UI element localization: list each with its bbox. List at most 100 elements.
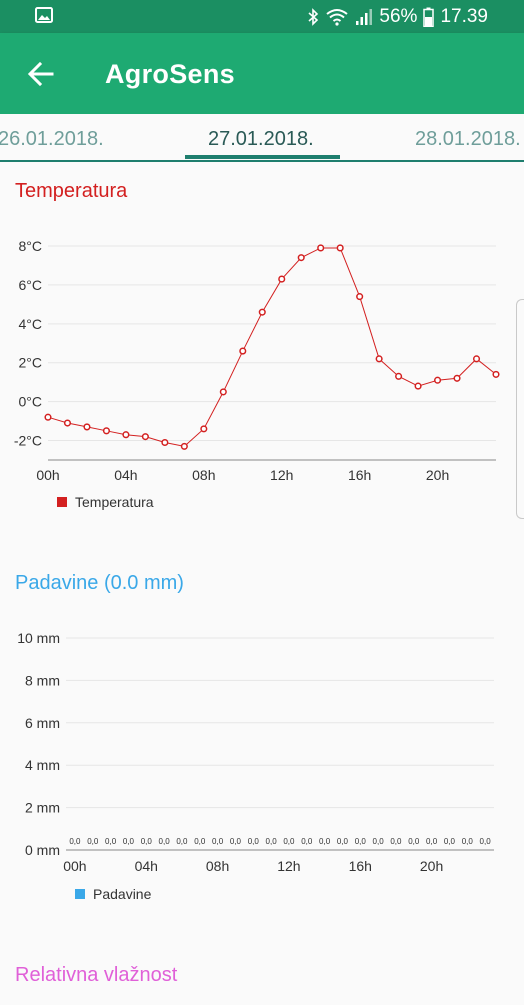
precip-data-label: 0,0 <box>248 837 260 846</box>
active-tab-indicator <box>185 155 340 159</box>
temp-x-tick-label: 20h <box>426 467 449 483</box>
bluetooth-icon <box>308 8 319 26</box>
precip-data-label: 0,0 <box>69 837 81 846</box>
precip-y-tick-label: 8 mm <box>25 672 60 688</box>
battery-percent: 56% <box>379 6 418 27</box>
temperature-point <box>297 254 305 262</box>
scroll-handle[interactable] <box>516 299 524 519</box>
temp-y-tick-label: 8°C <box>19 238 43 254</box>
precip-title: Padavine (0.0 mm) <box>15 572 184 594</box>
precip-data-label: 0,0 <box>123 837 135 846</box>
image-icon <box>35 7 53 23</box>
temp-x-tick-label: 12h <box>270 467 293 483</box>
clock: 17.39 <box>440 6 488 27</box>
temperature-point <box>258 308 266 316</box>
precip-data-label: 0,0 <box>266 837 278 846</box>
precip-data-label: 0,0 <box>426 837 438 846</box>
precip-data-label: 0,0 <box>212 837 224 846</box>
temperature-point <box>63 419 72 427</box>
temperature-point <box>492 370 500 378</box>
temperature-point <box>395 372 403 380</box>
temperature-title: Temperatura <box>15 180 128 202</box>
temperature-point <box>200 425 208 433</box>
temp-x-tick-label: 04h <box>114 467 137 483</box>
wifi-icon <box>326 9 349 26</box>
precip-legend-label: Padavine <box>93 886 152 902</box>
temp-y-tick-label: 2°C <box>19 355 43 371</box>
temperature-point <box>356 293 364 301</box>
temp-x-tick-label: 00h <box>36 467 59 483</box>
precip-data-label: 0,0 <box>390 837 402 846</box>
precip-data-label: 0,0 <box>408 837 420 846</box>
precip-data-label: 0,0 <box>141 837 153 846</box>
precip-data-label: 0,0 <box>355 837 367 846</box>
precip-data-label: 0,0 <box>159 837 171 846</box>
temperature-point <box>414 382 422 390</box>
precip-data-label: 0,0 <box>301 837 313 846</box>
temperature-point <box>375 355 383 363</box>
tab-date-prev[interactable]: 26.01.2018. <box>0 128 104 150</box>
temperature-point <box>278 275 286 283</box>
temp-y-tick-label: 0°C <box>19 394 43 410</box>
precip-data-label: 0,0 <box>283 837 295 846</box>
temperature-point <box>472 355 481 363</box>
precip-y-tick-label: 6 mm <box>25 715 60 731</box>
temperature-point <box>180 442 188 450</box>
tab-date-current[interactable]: 27.01.2018. <box>208 128 314 150</box>
precip-data-label: 0,0 <box>194 837 206 846</box>
precip-y-tick-label: 4 mm <box>25 757 60 773</box>
temperature-point <box>453 374 461 382</box>
precip-x-tick-label: 16h <box>349 858 372 874</box>
status-bar: 56% 17.39 <box>0 0 524 33</box>
temp-y-tick-label: 4°C <box>19 316 43 332</box>
temp-x-tick-label: 16h <box>348 467 371 483</box>
tab-date-next[interactable]: 28.01.2018. <box>415 128 521 150</box>
temp-y-tick-label: -2°C <box>14 433 42 449</box>
precip-x-tick-label: 04h <box>135 858 158 874</box>
date-tabs: 26.01.2018. 27.01.2018. 28.01.2018. <box>0 114 524 162</box>
battery-icon <box>423 7 435 27</box>
app-bar: AgroSens <box>0 33 524 114</box>
app-title: AgroSens <box>105 59 235 89</box>
temp-y-tick-label: 6°C <box>19 277 43 293</box>
temperature-point <box>161 438 169 447</box>
temp-x-tick-label: 08h <box>192 467 215 483</box>
humidity-title: Relativna vlažnost <box>15 964 178 986</box>
precip-x-tick-label: 08h <box>206 858 229 874</box>
signal-icon <box>356 9 373 25</box>
precip-data-label: 0,0 <box>105 837 117 846</box>
status-right: 56% 17.39 <box>307 6 488 28</box>
precip-chart: 0 mm 2 mm 4 mm 6 mm 8 mm 10 mm 00h 04h 08h 12h 16h… <box>17 630 494 902</box>
precip-x-tick-label: 12h <box>277 858 300 874</box>
temperature-point <box>219 388 227 396</box>
temperature-point <box>83 423 91 431</box>
precip-data-label: 0,0 <box>230 837 242 846</box>
temperature-chart: -2°C 0°C 2°C 4°C 6°C 8°C 00h 04h 08h 12h 16h 20h Tem… <box>14 238 500 510</box>
precip-data-label: 0,0 <box>462 837 474 846</box>
precip-legend-swatch <box>75 889 85 899</box>
precip-y-tick-label: 10 mm <box>17 630 60 646</box>
temp-legend-swatch <box>57 497 67 507</box>
precip-data-label: 0,0 <box>87 837 99 846</box>
precip-data-label: 0,0 <box>337 837 349 846</box>
temperature-point <box>122 431 130 439</box>
temp-legend-label: Temperatura <box>75 494 154 510</box>
temperature-line <box>47 247 497 447</box>
temperature-point <box>44 413 52 421</box>
precip-data-label: 0,0 <box>319 837 331 846</box>
temperature-point <box>239 347 247 355</box>
temperature-point <box>434 376 442 384</box>
back-arrow-icon[interactable] <box>26 59 56 89</box>
precip-x-tick-label: 00h <box>63 858 86 874</box>
temperature-point <box>141 433 149 441</box>
temperature-point <box>102 427 110 435</box>
precip-data-label: 0,0 <box>176 837 188 846</box>
precip-y-tick-label: 2 mm <box>25 800 60 816</box>
precip-data-label: 0,0 <box>480 837 492 846</box>
precip-x-tick-label: 20h <box>420 858 443 874</box>
precip-data-label: 0,0 <box>444 837 456 846</box>
temperature-point <box>317 244 325 252</box>
precip-y-tick-label: 0 mm <box>25 842 60 858</box>
temperature-point <box>336 244 344 252</box>
precip-data-label: 0,0 <box>373 837 385 846</box>
